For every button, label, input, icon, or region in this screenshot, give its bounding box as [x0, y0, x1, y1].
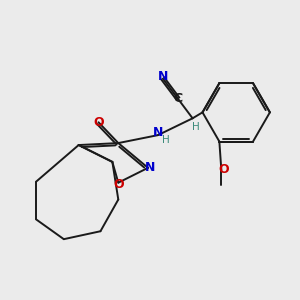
Text: N: N [153, 126, 163, 139]
Text: H: H [162, 135, 170, 145]
Text: O: O [218, 163, 229, 176]
Text: H: H [192, 122, 200, 132]
Text: C: C [173, 92, 182, 105]
Text: N: N [145, 161, 155, 174]
Text: O: O [93, 116, 104, 129]
Text: N: N [158, 70, 168, 83]
Text: O: O [113, 178, 124, 191]
